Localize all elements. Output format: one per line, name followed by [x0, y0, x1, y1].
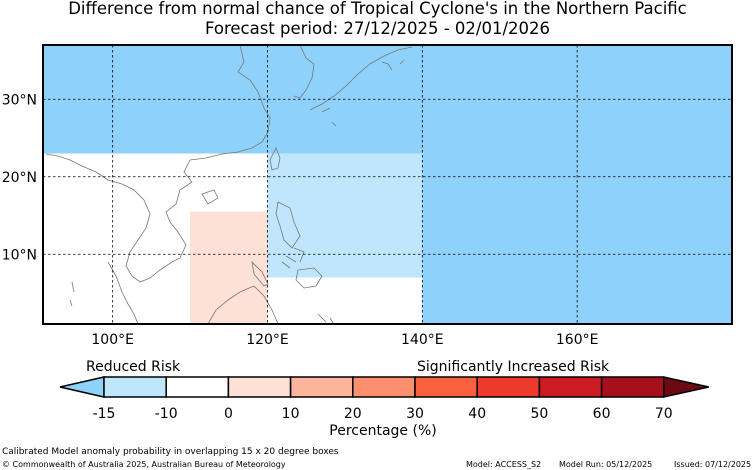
colorbar-tick-label: 40: [468, 406, 486, 422]
map-frame: [42, 44, 733, 325]
palawan-coast: [251, 260, 269, 287]
philippines-visayas: [281, 247, 305, 269]
map-title: Difference from normal chance of Tropica…: [68, 0, 687, 18]
lat-tick-label: 20°N: [2, 170, 37, 186]
anomaly-region-2: [267, 153, 423, 278]
colorbar-tick-label: 0: [224, 406, 233, 422]
colorbar-segment-2: [227, 376, 292, 398]
china-coast: [45, 45, 271, 283]
colorbar-extend-high: [663, 376, 709, 398]
axis-labels: 100°E 120°E 140°E 160°E 10°N 20°N 30°N: [2, 92, 599, 348]
model-name: Model: ACCESS_S2: [466, 460, 542, 469]
colorbar-tick-label: 50: [530, 406, 548, 422]
colorbar-tick-label: 70: [655, 406, 673, 422]
colorbar-tick-label: 10: [282, 406, 300, 422]
anomaly-region-1: [422, 153, 732, 324]
colorbar-tick-label: 60: [593, 406, 611, 422]
colorbar-segment-4: [352, 376, 416, 398]
colorbar-segment-8: [600, 376, 665, 398]
colorbar-segment-6: [476, 376, 541, 398]
map-panel: 100°E 120°E 140°E 160°E 10°N 20°N 30°N: [2, 44, 733, 348]
lon-tick-label: 160°E: [556, 332, 599, 348]
colorbar-tick-label: -15: [93, 406, 116, 422]
lon-tick-label: 100°E: [91, 332, 134, 348]
anomaly-region-0: [43, 45, 732, 154]
borneo-coast: [207, 285, 279, 324]
colorbar-tick-label: 30: [406, 406, 424, 422]
colorbar-extend-low: [59, 376, 105, 398]
lon-tick-label: 140°E: [401, 332, 444, 348]
colorbar-tick-label: -10: [155, 406, 178, 422]
colorbar: -15 -10 0 10 20 30 40 50 60 70: [59, 376, 709, 422]
lat-tick-label: 10°N: [2, 247, 37, 263]
japan-islands: [321, 59, 405, 127]
colorbar-tick-label: 20: [344, 406, 362, 422]
graticule: [43, 45, 732, 324]
colorbar-segment-3: [289, 376, 354, 398]
issued-date: Issued: 07/12/2025: [674, 460, 752, 469]
andaman-islands: [69, 281, 75, 307]
korea-coast: [293, 45, 315, 99]
philippines-mindanao: [295, 267, 323, 289]
colorbar-segment-5: [414, 376, 478, 398]
taiwan-coast: [269, 147, 281, 171]
anomaly-region-3: [190, 211, 268, 324]
copyright: © Commonwealth of Australia 2025, Austra…: [2, 460, 286, 469]
lon-tick-label: 120°E: [246, 332, 289, 348]
philippines-luzon: [275, 201, 301, 249]
hainan-coast: [201, 189, 219, 205]
japan-coast: [309, 46, 413, 111]
forecast-period: Forecast period: 27/12/2025 - 02/01/2026: [204, 19, 551, 38]
caption: Calibrated Model anomaly probability in …: [2, 447, 339, 457]
increased-risk-label: Significantly Increased Risk: [417, 359, 610, 375]
colorbar-axis-label: Percentage (%): [329, 423, 436, 439]
colorbar-segment-1: [165, 376, 230, 398]
colorbar-segment-0: [103, 376, 167, 398]
model-run: Model Run: 05/12/2025: [559, 460, 653, 469]
malay-peninsula: [107, 261, 139, 324]
reduced-risk-label: Reduced Risk: [86, 359, 181, 375]
coastlines: [45, 45, 413, 324]
lat-tick-label: 30°N: [2, 92, 37, 108]
colorbar-segment-7: [538, 376, 603, 398]
